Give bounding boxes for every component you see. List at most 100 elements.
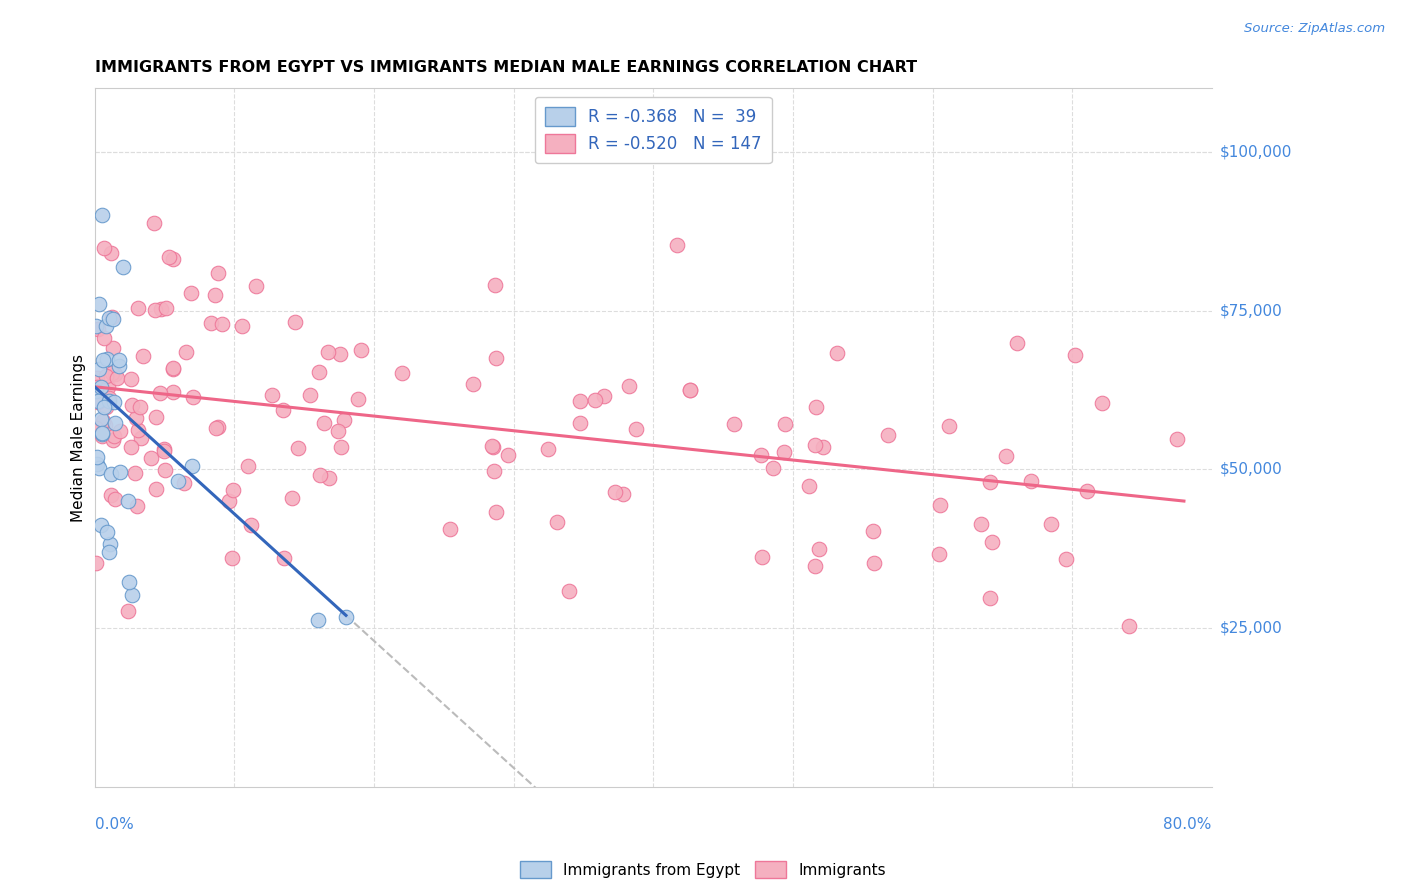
Point: [103, 429, 125, 443]
Point: [145, 409, 167, 424]
Point: [204, 288, 226, 302]
Point: [314, 416, 336, 430]
Point: [90, 208, 112, 222]
Point: [94, 369, 117, 384]
Point: [84, 318, 107, 333]
Point: [101, 366, 124, 380]
Point: [100, 310, 122, 325]
Point: [484, 278, 506, 293]
Point: [86, 380, 108, 394]
Point: [862, 524, 884, 538]
Point: [546, 515, 568, 529]
Point: [804, 438, 827, 452]
Point: [100, 245, 122, 260]
Text: $25,000: $25,000: [1220, 621, 1282, 636]
Point: [162, 362, 184, 376]
Point: [1166, 432, 1188, 446]
Point: [96, 319, 118, 334]
Point: [481, 439, 503, 453]
Y-axis label: Median Male Earnings: Median Male Earnings: [72, 353, 86, 522]
Point: [86, 450, 108, 464]
Point: [928, 547, 950, 561]
Point: [283, 315, 305, 329]
Point: [496, 448, 519, 462]
Point: [98, 393, 121, 408]
Point: [128, 400, 150, 414]
Point: [174, 345, 197, 359]
Point: [155, 301, 177, 315]
Point: [1005, 335, 1028, 350]
Point: [583, 393, 606, 408]
Point: [797, 479, 820, 493]
Point: [86, 370, 108, 384]
Point: [127, 301, 149, 316]
Point: [157, 250, 180, 264]
Point: [773, 444, 796, 458]
Point: [153, 444, 176, 458]
Point: [260, 388, 283, 402]
Point: [773, 417, 796, 431]
Point: [127, 499, 149, 513]
Point: [200, 316, 222, 330]
Point: [273, 551, 295, 566]
Point: [93, 401, 115, 415]
Point: [87, 461, 110, 475]
Point: [87, 394, 110, 409]
Point: [806, 400, 828, 414]
Point: [153, 463, 176, 477]
Point: [287, 441, 309, 455]
Point: [96, 524, 118, 539]
Point: [222, 483, 245, 497]
Point: [762, 460, 785, 475]
Point: [121, 588, 143, 602]
Point: [391, 366, 413, 380]
Point: [162, 252, 184, 267]
Point: [1021, 475, 1043, 489]
Point: [482, 441, 505, 455]
Point: [93, 241, 115, 255]
Point: [271, 403, 294, 417]
Point: [678, 383, 700, 397]
Point: [537, 442, 560, 456]
Point: [96, 351, 118, 366]
Point: [91, 353, 114, 368]
Point: [129, 431, 152, 445]
Point: [149, 386, 172, 401]
Point: [335, 610, 357, 624]
Point: [90, 427, 112, 442]
Point: [89, 362, 111, 376]
Point: [162, 361, 184, 376]
Point: [326, 424, 349, 438]
Point: [84, 556, 107, 570]
Point: [482, 464, 505, 478]
Point: [751, 549, 773, 564]
Point: [90, 411, 112, 425]
Point: [105, 371, 128, 385]
Text: $100,000: $100,000: [1220, 145, 1292, 160]
Point: [104, 491, 127, 506]
Point: [619, 379, 641, 393]
Legend: Immigrants from Egypt, Immigrants: Immigrants from Egypt, Immigrants: [515, 855, 891, 884]
Point: [485, 505, 508, 519]
Point: [350, 343, 373, 358]
Point: [90, 429, 112, 443]
Point: [97, 392, 120, 406]
Point: [86, 457, 108, 471]
Point: [308, 467, 330, 482]
Point: [87, 297, 110, 311]
Point: [318, 471, 340, 485]
Point: [231, 319, 253, 334]
Point: [84, 384, 107, 399]
Point: [121, 398, 143, 412]
Point: [97, 380, 120, 394]
Point: [811, 440, 834, 454]
Point: [308, 365, 330, 379]
Point: [979, 475, 1001, 489]
Point: [928, 499, 950, 513]
Point: [86, 393, 108, 408]
Legend: R = -0.368   N =  39, R = -0.520   N = 147: R = -0.368 N = 39, R = -0.520 N = 147: [534, 96, 772, 163]
Point: [104, 367, 127, 381]
Point: [207, 419, 229, 434]
Point: [485, 351, 508, 365]
Point: [96, 401, 118, 415]
